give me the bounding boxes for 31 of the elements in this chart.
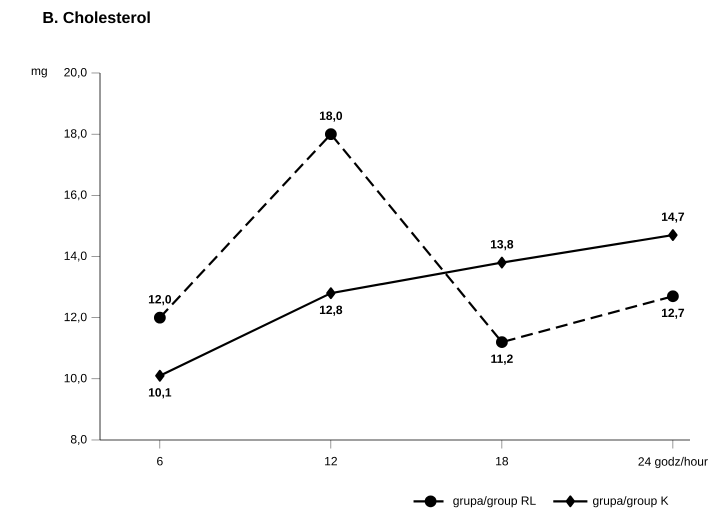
data-label: 12,8 [320,306,342,316]
point [154,312,166,324]
legend-label: grupa/group K [593,496,668,508]
data-label: 12,0 [148,295,172,306]
x-tick-label: 6 [157,456,163,466]
point [155,370,165,382]
data-label: 13,8 [490,240,514,250]
point [667,290,679,302]
y-tick-label: 8,0 [70,435,87,445]
y-axis-title: mg [32,68,47,78]
data-label: 18,0 [320,112,342,122]
point [668,229,678,241]
x-tick-label: 12 [325,456,337,466]
data-label: 11,2 [491,354,513,365]
y-tick-label: 18,0 [64,129,87,140]
y-tick-label: 20,0 [64,68,87,78]
point [326,287,336,300]
y-tick-label: 12,0 [64,312,87,323]
point [324,128,337,140]
point [496,336,508,348]
data-label: 12,7 [662,308,684,319]
chart-title: B. Cholesterol [43,11,150,24]
point [497,256,507,268]
x-tick-label: 24 godz/hour [638,456,708,468]
y-tick-label: 14,0 [64,252,87,262]
legend-label: grupa/group RL [453,496,536,508]
data-label: 14,7 [662,212,684,223]
data-label: 10,1 [148,388,172,398]
x-tick-label: 18 [496,456,508,466]
y-tick-label: 10,0 [64,374,87,384]
y-tick-label: 16,0 [64,190,87,200]
